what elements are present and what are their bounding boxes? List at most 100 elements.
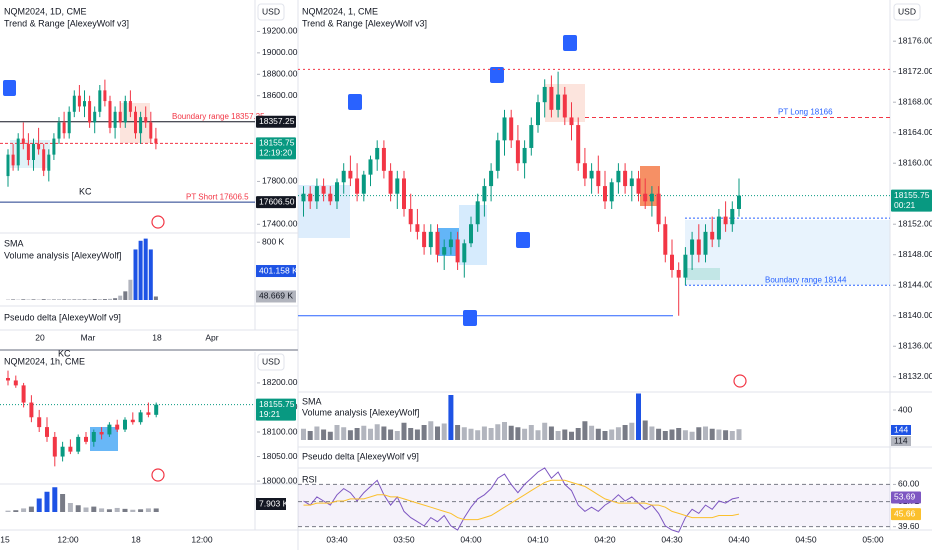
candle-body	[495, 140, 500, 171]
volume-bar	[481, 426, 487, 440]
price-tag	[891, 491, 921, 504]
volume-bar	[46, 299, 51, 300]
currency-button[interactable]	[257, 353, 285, 371]
price-tag-label: 18155.75	[259, 138, 295, 148]
candle-body	[115, 424, 120, 430]
volume-bar	[321, 429, 327, 440]
volume-bar	[31, 299, 36, 300]
candle-body	[314, 186, 319, 202]
volume-bar	[669, 429, 675, 440]
volume-bar	[21, 299, 26, 300]
volume-bar	[123, 291, 128, 300]
y-tick-label: 39.60	[898, 521, 920, 531]
candle-body	[616, 170, 621, 183]
volume-bar	[138, 240, 143, 300]
volume-bar	[475, 430, 481, 440]
candle-body	[57, 122, 61, 139]
candle-body	[98, 90, 102, 112]
candle-body	[723, 216, 728, 225]
candle-body	[67, 111, 71, 134]
x-tick-label: 04:10	[527, 534, 549, 544]
currency-button[interactable]	[893, 3, 921, 21]
candle-body	[68, 446, 73, 452]
candle-body	[489, 170, 494, 187]
volume-bar	[334, 425, 340, 440]
volume-bar	[113, 298, 118, 300]
x-tick-label: 04:50	[795, 534, 817, 544]
target-label: PT Short 17606.5	[186, 192, 249, 201]
candle-body	[475, 201, 480, 225]
boundary-label: Boundary range 18144	[765, 275, 847, 284]
candle-body	[29, 402, 34, 418]
volume-bar	[381, 426, 387, 440]
candle-body	[542, 86, 547, 103]
price-tag-label: 18155.75	[259, 399, 295, 409]
volume-bar	[77, 299, 82, 300]
candle-body	[128, 101, 132, 112]
value-tag-label: 114	[894, 435, 908, 445]
y-tick-label: 18600.00	[262, 90, 298, 100]
volume-bar	[649, 426, 655, 440]
value-tag	[256, 265, 296, 278]
volume-bar	[354, 428, 360, 440]
x-tick-label: 04:40	[728, 534, 750, 544]
range-zone	[685, 268, 720, 280]
x-tick-label: 15	[0, 534, 10, 544]
x-tick-label: 05:00	[862, 534, 884, 544]
candle-body	[676, 269, 681, 278]
currency-label[interactable]: USD	[262, 6, 280, 16]
value-tag-label: 7.903 K	[259, 498, 289, 508]
x-tick-label: 03:50	[393, 534, 415, 544]
rsi-line	[303, 467, 740, 533]
volume-bar	[709, 428, 715, 440]
candle-body	[84, 436, 88, 442]
price-tag	[256, 196, 296, 209]
volume-bar	[676, 428, 682, 440]
x-tick-label: Mar	[81, 332, 96, 342]
volume-bar	[488, 428, 494, 440]
candle-body	[435, 231, 440, 255]
volume-bar	[301, 428, 306, 440]
volume-bar	[602, 431, 608, 440]
candle-body	[6, 378, 10, 381]
candle-body	[6, 154, 10, 177]
candle-body	[422, 231, 427, 248]
volume-bar	[36, 498, 42, 512]
volume-bar	[51, 299, 56, 300]
indicator-title: SMA	[4, 238, 24, 248]
y-tick-label: 400	[898, 404, 912, 414]
volume-bar	[307, 431, 313, 440]
candle-body	[402, 178, 406, 209]
candle-body	[93, 111, 97, 123]
candle-body	[603, 186, 607, 202]
volume-bar	[145, 508, 151, 512]
volume-bar	[421, 425, 427, 440]
candle-body	[118, 111, 122, 123]
candle-body	[455, 239, 460, 263]
candle-body	[134, 111, 137, 134]
volume-bar	[44, 491, 50, 512]
price-tag-label: 45.66	[894, 508, 916, 518]
candle-body	[663, 224, 668, 255]
candle-body	[154, 138, 158, 144]
volume-bar	[408, 428, 414, 440]
currency-button[interactable]	[257, 3, 285, 21]
volume-bar	[75, 505, 81, 512]
currency-label[interactable]: USD	[262, 356, 280, 366]
candle-body	[636, 178, 641, 194]
candle-body	[88, 101, 92, 123]
currency-label[interactable]: USD	[898, 6, 916, 16]
volume-bar	[548, 426, 554, 440]
volume-bar	[401, 422, 407, 440]
candle-body	[656, 193, 661, 225]
candle-body	[335, 182, 339, 202]
volume-bar	[143, 238, 148, 300]
y-tick-label: 19200.00	[262, 26, 298, 36]
candle-body	[703, 231, 708, 255]
price-tag-timer: 12:19:20	[259, 148, 292, 158]
volume-bar	[361, 425, 367, 440]
candle-body	[99, 432, 104, 435]
candle-body	[609, 182, 614, 202]
volume-bar	[662, 431, 668, 440]
x-tick-label: 04:20	[594, 534, 616, 544]
